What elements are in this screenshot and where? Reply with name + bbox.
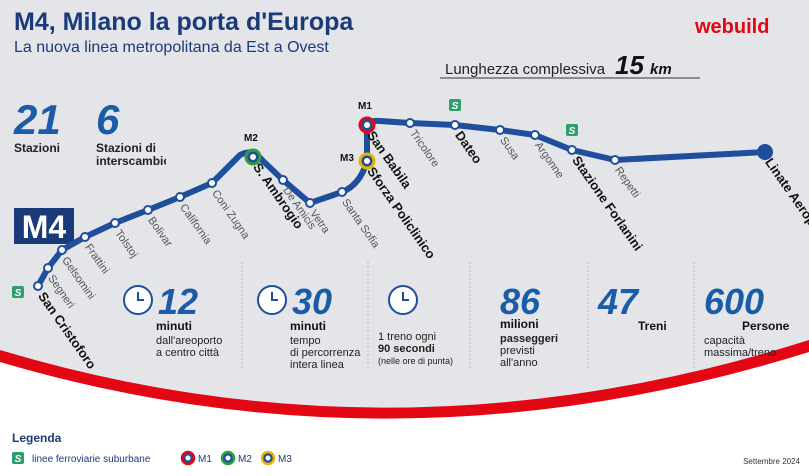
icon-hands	[271, 292, 278, 301]
stat-text: massima/treno	[704, 347, 776, 359]
stat-text: 90 secondi	[378, 343, 435, 355]
interchange-label: M1	[358, 101, 372, 112]
summary-label-box: Stazioni di interscambio	[96, 142, 166, 168]
station	[337, 187, 347, 197]
station-name: Frattini	[82, 242, 111, 276]
station	[143, 205, 153, 215]
white-footer	[0, 352, 809, 476]
legend-title: Legenda	[12, 431, 62, 445]
station	[305, 198, 315, 208]
route-line	[35, 117, 766, 288]
length-unit: km	[650, 61, 672, 78]
legend-badge	[12, 452, 24, 464]
station-name: Tricolore	[407, 128, 441, 170]
stat-value: 12	[158, 281, 198, 322]
legend-dot	[265, 455, 271, 461]
stat-value: 86	[500, 281, 541, 322]
stat-value: 600	[704, 281, 764, 322]
legend-label: M2	[238, 454, 252, 465]
summary-value: 6	[96, 96, 120, 143]
station-name: Stazione Forlanini	[569, 153, 646, 253]
station-name: Bolivar	[145, 215, 174, 250]
station-name: Tolstoj	[112, 228, 140, 260]
summary-label: Stazioni di interscambio	[96, 142, 166, 168]
station	[43, 263, 53, 273]
station	[57, 245, 67, 255]
interchange-label: M3	[340, 153, 354, 164]
station	[495, 125, 505, 135]
station-name: Coni Zugna	[209, 188, 252, 242]
logo: webuild	[694, 16, 769, 38]
interchange-dot	[250, 154, 256, 160]
icon-hands	[402, 292, 409, 301]
station	[530, 130, 540, 140]
stat-text: a centro città	[156, 347, 220, 359]
station	[175, 192, 185, 202]
stat-unit: Treni	[638, 319, 667, 333]
station	[450, 120, 460, 130]
station-name: California	[177, 202, 214, 248]
stat-text: tempo	[290, 335, 321, 347]
stat-value: 30	[292, 281, 332, 322]
stat-unit: minuti	[156, 319, 192, 333]
station	[567, 145, 577, 155]
legend-badge-label: S	[15, 454, 22, 465]
suburban-badge	[12, 286, 24, 298]
station	[207, 178, 217, 188]
stat-text: capacità	[704, 335, 746, 347]
interchange-dot	[364, 158, 370, 164]
line-badge-bg	[14, 208, 74, 244]
legend-label: linee ferroviarie suburbane	[32, 454, 151, 465]
line-badge: M4	[22, 209, 67, 245]
suburban-badge-label: S	[452, 101, 459, 112]
suburban-badge	[449, 99, 461, 111]
legend-label: M1	[198, 454, 212, 465]
stat-value: 47	[597, 281, 640, 322]
station-name: Santa Sofia	[339, 197, 382, 251]
stat-unit: milioni	[500, 317, 539, 331]
station-name: Linate Aeroporto	[762, 155, 809, 249]
length-value: 15	[615, 50, 644, 80]
date: Settembre 2024	[743, 457, 800, 466]
interchange-label: M2	[244, 133, 258, 144]
station	[33, 281, 43, 291]
stat-unit: minuti	[290, 319, 326, 333]
stat-unit: Persone	[742, 319, 790, 333]
station	[405, 118, 415, 128]
station	[278, 175, 288, 185]
legend-dot	[225, 455, 231, 461]
station	[757, 144, 773, 160]
suburban-badge-label: S	[15, 288, 22, 299]
stat-text: passeggeri	[500, 333, 558, 345]
station-name: Repetti	[612, 165, 642, 200]
stat-text: 1 treno ogni	[378, 331, 436, 343]
station	[110, 218, 120, 228]
legend-label: M3	[278, 454, 292, 465]
summary-value: 21	[13, 96, 61, 143]
legend-dot	[185, 455, 191, 461]
station-name: Susa	[497, 135, 522, 163]
station-name: Dateo	[452, 128, 485, 166]
title: M4, Milano la porta d'Europa	[14, 8, 354, 36]
icon-hands	[137, 292, 144, 301]
stat-text: previsti	[500, 345, 535, 357]
stat-text: (nelle ore di punta)	[378, 356, 453, 366]
interchange-dot	[364, 122, 370, 128]
stat-text: dall'areoporto	[156, 335, 222, 347]
suburban-badge-label: S	[569, 126, 576, 137]
suburban-badge	[566, 124, 578, 136]
length-label: Lunghezza complessiva	[445, 61, 606, 78]
station	[80, 232, 90, 242]
subtitle: La nuova linea metropolitana da Est a Ov…	[14, 39, 329, 56]
summary-label: Stazioni	[14, 141, 60, 155]
stat-text: intera linea	[290, 359, 345, 371]
station	[610, 155, 620, 165]
stat-text: di percorrenza	[290, 347, 361, 359]
stat-text: all'anno	[500, 357, 538, 369]
